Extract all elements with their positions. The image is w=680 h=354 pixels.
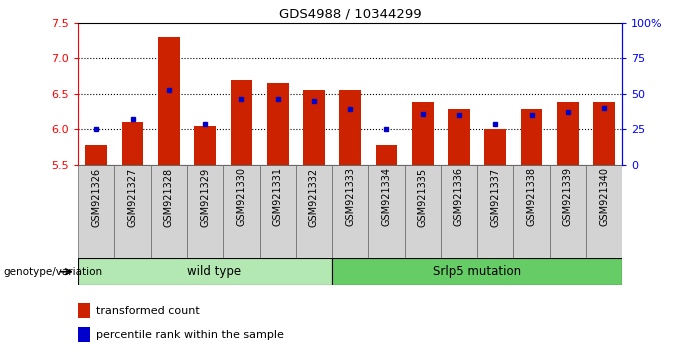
Text: GSM921335: GSM921335 — [418, 167, 428, 227]
Title: GDS4988 / 10344299: GDS4988 / 10344299 — [279, 7, 422, 21]
Bar — [78, 258, 332, 285]
Bar — [332, 258, 622, 285]
Text: transformed count: transformed count — [96, 306, 199, 316]
Bar — [448, 109, 470, 165]
Bar — [86, 145, 107, 165]
Bar — [339, 90, 361, 165]
Text: Srlp5 mutation: Srlp5 mutation — [433, 265, 521, 278]
Text: GSM921331: GSM921331 — [273, 167, 283, 227]
Bar — [412, 102, 434, 165]
Bar — [78, 327, 90, 342]
Bar — [151, 165, 187, 258]
Bar — [78, 303, 90, 318]
Text: GSM921326: GSM921326 — [91, 167, 101, 227]
Bar — [231, 80, 252, 165]
Bar — [484, 129, 506, 165]
Bar — [267, 83, 288, 165]
Text: GSM921334: GSM921334 — [381, 167, 392, 227]
Bar — [332, 165, 369, 258]
Text: GSM921338: GSM921338 — [526, 167, 537, 227]
Text: GSM921339: GSM921339 — [563, 167, 573, 227]
Text: GSM921340: GSM921340 — [599, 167, 609, 227]
Text: GSM921332: GSM921332 — [309, 167, 319, 227]
Bar — [369, 165, 405, 258]
Text: GSM921327: GSM921327 — [128, 167, 137, 227]
Bar — [158, 37, 180, 165]
Bar — [549, 165, 586, 258]
Bar — [521, 109, 543, 165]
Bar — [441, 165, 477, 258]
Text: GSM921336: GSM921336 — [454, 167, 464, 227]
Bar — [114, 165, 151, 258]
Text: GSM921328: GSM921328 — [164, 167, 174, 227]
Text: genotype/variation: genotype/variation — [3, 267, 103, 277]
Text: GSM921333: GSM921333 — [345, 167, 355, 227]
Bar — [477, 165, 513, 258]
Text: percentile rank within the sample: percentile rank within the sample — [96, 330, 284, 339]
Text: GSM921329: GSM921329 — [200, 167, 210, 227]
Bar — [260, 165, 296, 258]
Bar — [593, 102, 615, 165]
Text: GSM921330: GSM921330 — [237, 167, 246, 227]
Bar — [122, 122, 143, 165]
Bar — [223, 165, 260, 258]
Bar — [513, 165, 549, 258]
Bar — [296, 165, 332, 258]
Bar — [586, 165, 622, 258]
Bar — [303, 90, 325, 165]
Bar — [405, 165, 441, 258]
Bar — [78, 165, 114, 258]
Bar — [375, 145, 397, 165]
Text: GSM921337: GSM921337 — [490, 167, 500, 227]
Bar — [194, 126, 216, 165]
Bar — [557, 102, 579, 165]
Bar — [187, 165, 223, 258]
Text: wild type: wild type — [187, 265, 241, 278]
